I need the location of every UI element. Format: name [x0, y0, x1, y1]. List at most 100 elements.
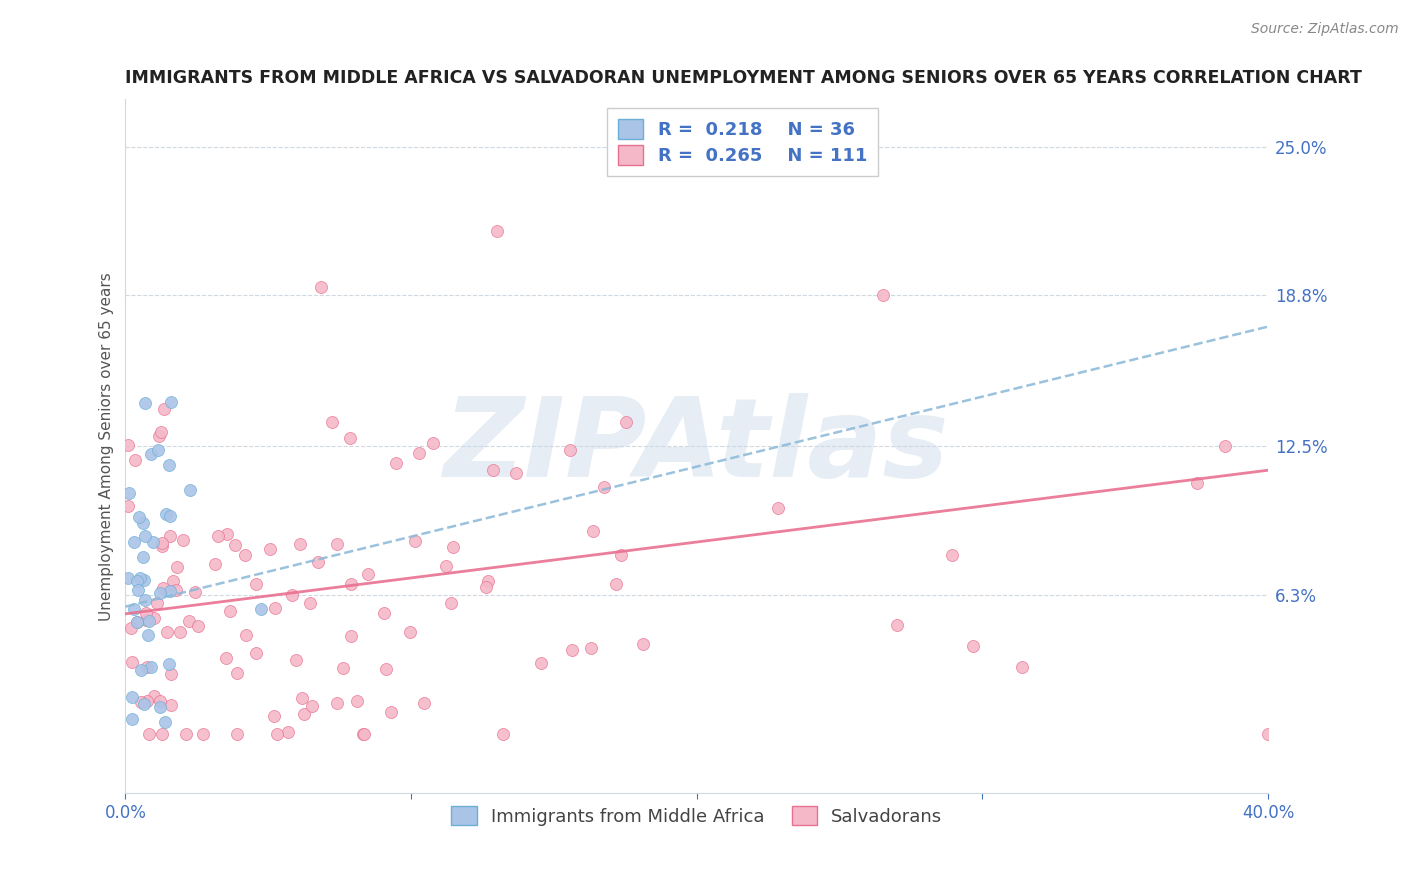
- Point: [384, 456, 406, 470]
- Point: [408, 446, 430, 460]
- Point: [134, 396, 156, 410]
- Point: [152, 581, 174, 595]
- Point: [134, 529, 156, 543]
- Point: [134, 573, 156, 587]
- Point: [124, 602, 146, 616]
- Point: [605, 576, 627, 591]
- Point: [492, 726, 515, 740]
- Point: [193, 726, 215, 740]
- Point: [146, 442, 169, 457]
- Point: [125, 615, 148, 630]
- Point: [962, 640, 984, 654]
- Point: [179, 483, 201, 497]
- Point: [138, 726, 160, 740]
- Point: [404, 534, 426, 549]
- Point: [235, 627, 257, 641]
- Point: [292, 707, 315, 722]
- Point: [530, 657, 553, 671]
- Y-axis label: Unemployment Among Seniors over 65 years: Unemployment Among Seniors over 65 years: [100, 272, 114, 621]
- Point: [399, 624, 422, 639]
- Text: IMMIGRANTS FROM MIDDLE AFRICA VS SALVADORAN UNEMPLOYMENT AMONG SENIORS OVER 65 Y: IMMIGRANTS FROM MIDDLE AFRICA VS SALVADO…: [125, 69, 1362, 87]
- Point: [172, 533, 194, 548]
- Point: [136, 627, 159, 641]
- Point: [177, 615, 200, 629]
- Point: [152, 401, 174, 416]
- Point: [146, 596, 169, 610]
- Point: [475, 580, 498, 594]
- Point: [121, 655, 143, 669]
- Point: [121, 712, 143, 726]
- Point: [127, 574, 149, 589]
- Point: [505, 466, 527, 480]
- Point: [301, 698, 323, 713]
- Point: [138, 614, 160, 628]
- Point: [159, 508, 181, 523]
- Point: [353, 726, 375, 740]
- Point: [117, 438, 139, 452]
- Point: [581, 641, 603, 656]
- Point: [162, 574, 184, 588]
- Point: [1257, 726, 1279, 740]
- Point: [124, 452, 146, 467]
- Point: [141, 660, 163, 674]
- Point: [157, 458, 180, 472]
- Point: [235, 548, 257, 562]
- Text: Source: ZipAtlas.com: Source: ZipAtlas.com: [1251, 22, 1399, 37]
- Point: [127, 583, 149, 598]
- Point: [118, 486, 141, 500]
- Point: [311, 280, 333, 294]
- Point: [131, 695, 153, 709]
- Point: [225, 726, 247, 740]
- Point: [582, 524, 605, 539]
- Point: [284, 653, 307, 667]
- Point: [288, 537, 311, 551]
- Point: [264, 601, 287, 615]
- Point: [125, 615, 148, 630]
- Point: [207, 529, 229, 543]
- Point: [356, 566, 378, 581]
- Point: [150, 726, 173, 740]
- Point: [149, 699, 172, 714]
- Point: [149, 586, 172, 600]
- Point: [132, 516, 155, 530]
- Point: [441, 540, 464, 554]
- Point: [117, 499, 139, 513]
- Point: [436, 559, 458, 574]
- Legend: Immigrants from Middle Africa, Salvadorans: Immigrants from Middle Africa, Salvadora…: [444, 798, 949, 833]
- Point: [614, 415, 637, 429]
- Point: [307, 555, 329, 569]
- Point: [183, 585, 205, 599]
- Point: [155, 508, 177, 522]
- Point: [143, 611, 166, 625]
- Point: [142, 534, 165, 549]
- Point: [169, 624, 191, 639]
- Point: [250, 602, 273, 616]
- Point: [266, 726, 288, 740]
- Point: [124, 535, 146, 549]
- Point: [373, 606, 395, 620]
- Point: [339, 431, 361, 445]
- Point: [277, 725, 299, 739]
- Point: [150, 535, 173, 549]
- Point: [128, 571, 150, 585]
- Point: [321, 415, 343, 429]
- Point: [134, 592, 156, 607]
- Point: [593, 479, 616, 493]
- Point: [141, 447, 163, 461]
- Point: [224, 538, 246, 552]
- Point: [352, 726, 374, 740]
- Point: [422, 435, 444, 450]
- Point: [886, 618, 908, 632]
- Point: [631, 637, 654, 651]
- Point: [245, 577, 267, 591]
- Point: [1011, 660, 1033, 674]
- Point: [259, 542, 281, 557]
- Point: [204, 558, 226, 572]
- Point: [117, 571, 139, 585]
- Point: [153, 714, 176, 729]
- Point: [143, 689, 166, 703]
- Point: [610, 549, 633, 563]
- Point: [380, 705, 402, 719]
- Point: [136, 660, 159, 674]
- Point: [340, 577, 363, 591]
